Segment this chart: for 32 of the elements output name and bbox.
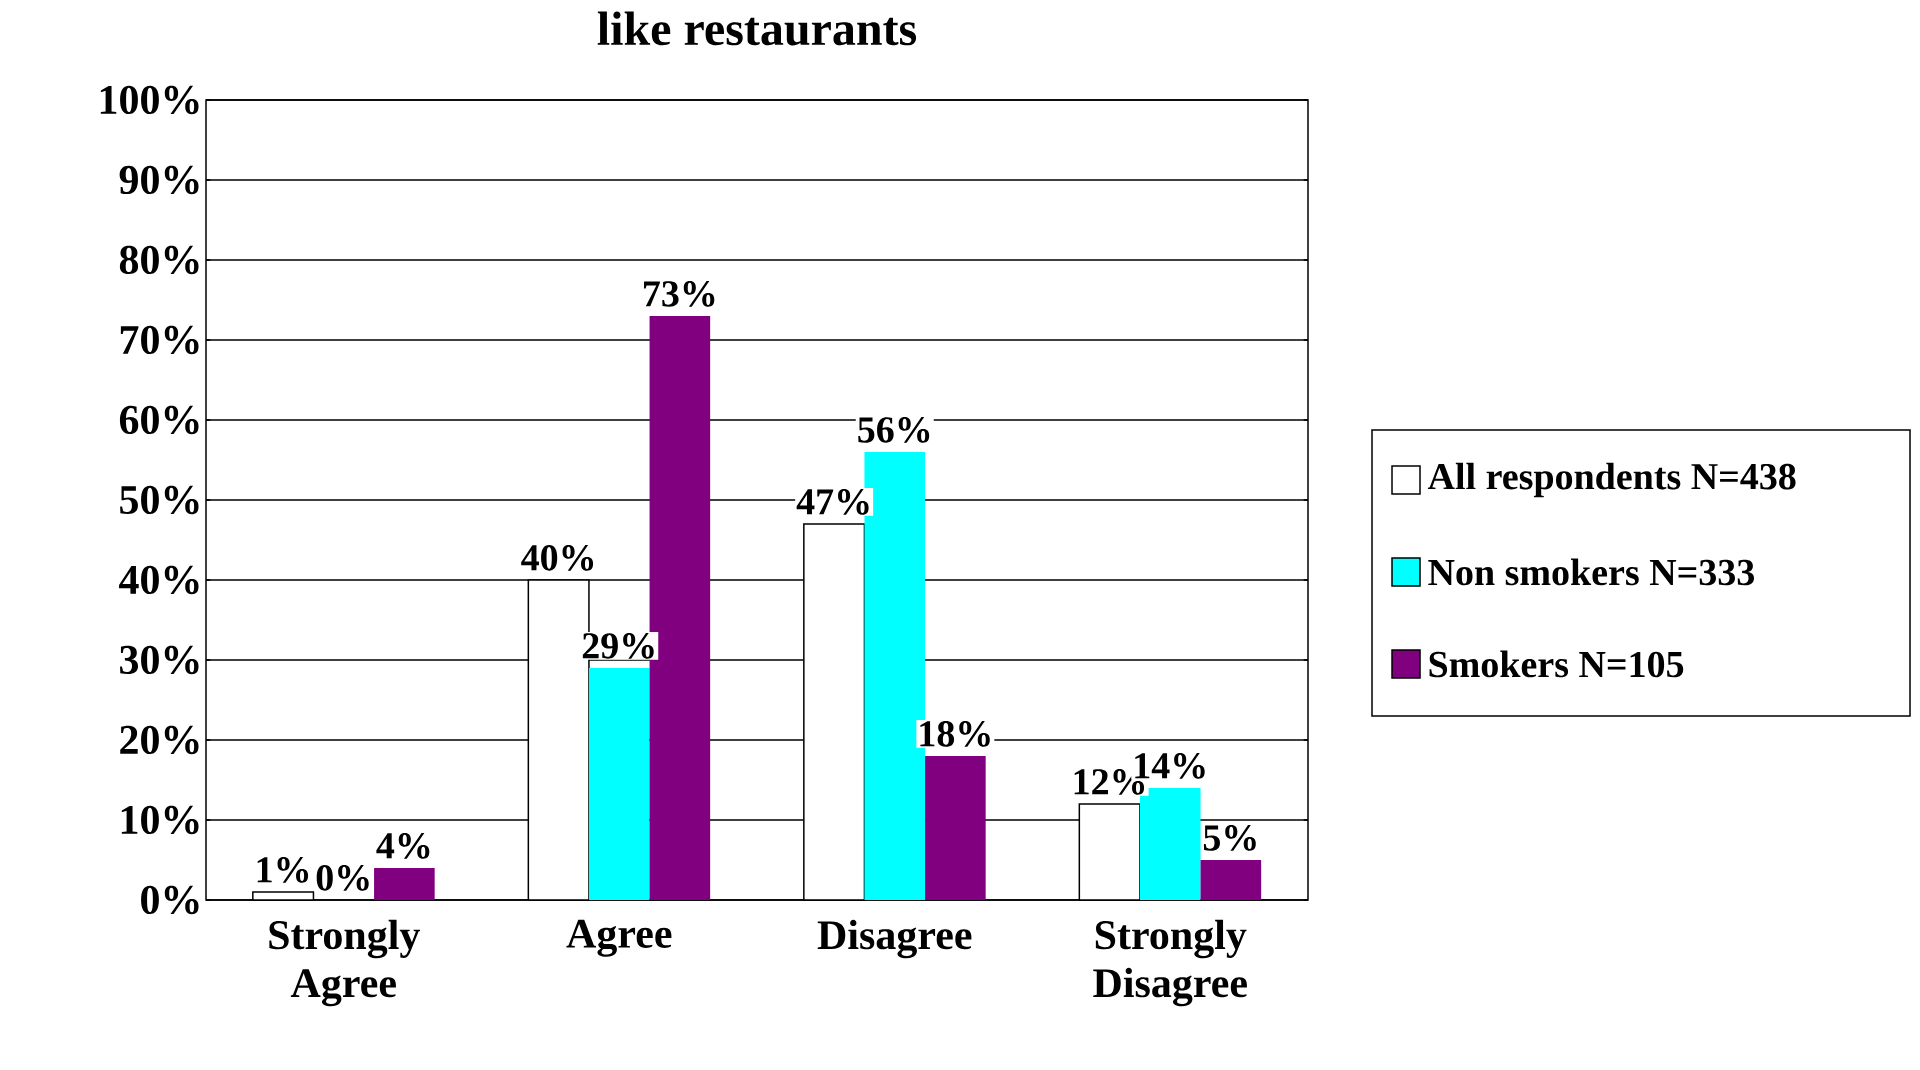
bar (1200, 859, 1262, 900)
data-label: 47% (796, 489, 869, 515)
y-tick-label: 100% (100, 85, 199, 115)
x-tick-label: Agree (566, 919, 672, 957)
y-tick-label: 30% (120, 645, 199, 675)
data-label: 5% (1203, 825, 1256, 851)
y-tick-label: 10% (121, 805, 199, 835)
data-label: 0% (316, 865, 369, 891)
data-label: 29% (582, 633, 654, 659)
y-tick-label: 70% (120, 325, 199, 355)
legend-label: All respondents N=438 (1427, 462, 1796, 498)
y-tick-label: 0% (141, 885, 199, 915)
y-tick-label: 90% (119, 165, 199, 195)
bar (925, 755, 986, 900)
data-label: 1% (257, 857, 309, 883)
data-label: 18% (920, 721, 990, 747)
y-tick-label: 80% (119, 245, 199, 275)
bar (588, 667, 650, 900)
legend-label: Smokers N=105 (1429, 650, 1684, 678)
y-tick-label: 60% (119, 405, 199, 435)
data-label: 73% (644, 281, 715, 307)
y-tick-label: 20% (120, 725, 199, 755)
data-label: 40% (521, 545, 594, 571)
x-tick-label: Disagree (817, 919, 972, 959)
data-label: 4% (376, 833, 430, 859)
legend-label: Non smokers N=333 (1428, 558, 1754, 586)
chart-title: like restaurants (597, 11, 917, 46)
data-label: 56% (858, 417, 930, 443)
y-tick-label: 50% (120, 485, 199, 515)
y-tick-label: 40% (119, 565, 199, 595)
x-tick-label: Strongly Disagree (1093, 919, 1247, 1007)
x-tick-label: Strongly Agree (269, 919, 420, 1007)
